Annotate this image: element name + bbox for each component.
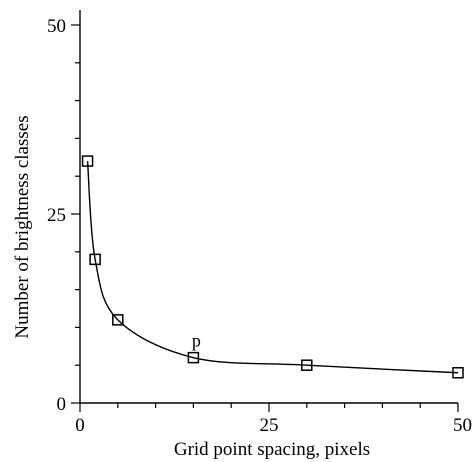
x-tick-label: 0 xyxy=(75,415,85,436)
x-axis-label: Grid point spacing, pixels xyxy=(174,439,370,460)
data-point xyxy=(301,359,313,371)
x-tick-label: 25 xyxy=(260,415,279,436)
data-point xyxy=(89,253,101,266)
y-tick-label: 25 xyxy=(47,205,66,226)
y-tick-label: 0 xyxy=(57,394,67,415)
data-point xyxy=(452,367,464,379)
axes xyxy=(71,10,459,412)
data-points xyxy=(81,155,464,379)
x-tick-label: 50 xyxy=(453,415,472,436)
annotation-p: p xyxy=(192,331,201,351)
data-point xyxy=(187,351,200,364)
y-axis-label: Number of brightness classes xyxy=(12,115,33,338)
data-point xyxy=(112,314,124,326)
fitted-curve xyxy=(86,161,459,374)
tick-labels: 0 25 50 0 25 50 xyxy=(47,16,472,436)
y-tick-label: 50 xyxy=(47,16,66,37)
data-point xyxy=(81,155,94,167)
